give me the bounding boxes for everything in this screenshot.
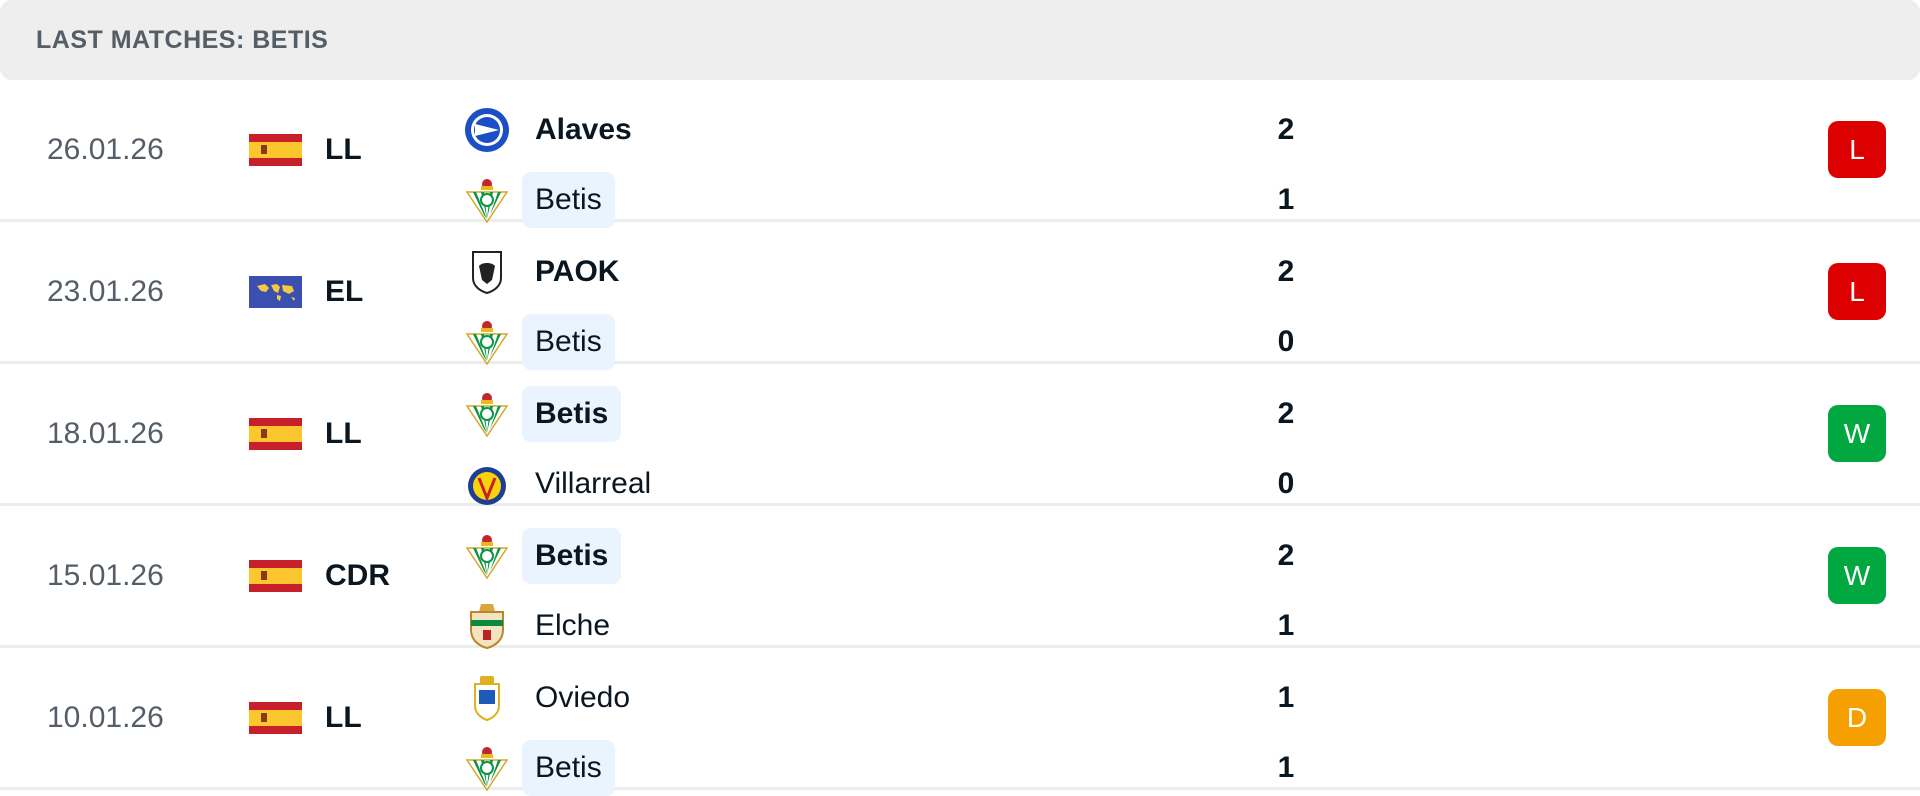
teams: PAOK 2 Betis 0: [463, 222, 1363, 370]
betis-crest-icon: [463, 318, 511, 366]
team-away[interactable]: Villarreal 0: [463, 456, 1363, 512]
match-date: 23.01.26: [47, 274, 164, 308]
league-code[interactable]: CDR: [325, 558, 390, 592]
match-date: 18.01.26: [47, 416, 164, 450]
league-code[interactable]: LL: [325, 132, 362, 166]
team-home[interactable]: Betis 2: [463, 528, 1363, 584]
result-badge: L: [1828, 121, 1886, 178]
team-away[interactable]: Betis 1: [463, 172, 1363, 228]
spain-flag-icon: [249, 701, 302, 734]
match-row[interactable]: 10.01.26 LL Oviedo 1 Betis 1 D: [0, 648, 1920, 796]
team-name: Betis: [522, 314, 615, 370]
team-score: 1: [1277, 183, 1295, 216]
match-row[interactable]: 15.01.26 CDR Betis 2 Elche 1 W: [0, 506, 1920, 650]
team-score: 1: [1277, 751, 1295, 784]
team-away[interactable]: Betis 0: [463, 314, 1363, 370]
teams: Oviedo 1 Betis 1: [463, 648, 1363, 796]
section-title: LAST MATCHES: BETIS: [36, 25, 329, 54]
team-score: 0: [1277, 467, 1295, 500]
teams: Betis 2 Elche 1: [463, 506, 1363, 650]
team-home[interactable]: PAOK 2: [463, 244, 1363, 300]
team-score: 1: [1277, 609, 1295, 642]
team-away[interactable]: Elche 1: [463, 598, 1363, 654]
betis-crest-icon: [463, 390, 511, 438]
result-badge: W: [1828, 405, 1886, 462]
team-name: Villarreal: [535, 467, 652, 500]
betis-crest-icon: [463, 532, 511, 580]
team-name: Betis: [522, 386, 622, 442]
match-row[interactable]: 23.01.26 EL PAOK 2 Betis 0 L: [0, 222, 1920, 370]
team-away[interactable]: Betis 1: [463, 740, 1363, 796]
team-score: 2: [1277, 255, 1295, 288]
last-matches-header: LAST MATCHES: BETIS: [0, 0, 1920, 80]
team-score: 2: [1277, 397, 1295, 430]
betis-crest-icon: [463, 744, 511, 792]
elche-crest-icon: [463, 602, 511, 650]
match-date: 26.01.26: [47, 132, 164, 166]
team-name: Betis: [522, 528, 622, 584]
spain-flag-icon: [249, 133, 302, 166]
match-row[interactable]: 18.01.26 LL Betis 2 Villarreal 0 W: [0, 364, 1920, 506]
spain-flag-icon: [249, 559, 302, 592]
match-date: 10.01.26: [47, 700, 164, 734]
team-name: PAOK: [535, 255, 620, 288]
match-list: 26.01.26 LL Alaves 2 Betis 1 L 23.01.26 E…: [0, 80, 1920, 796]
result-badge: D: [1828, 689, 1886, 746]
teams: Betis 2 Villarreal 0: [463, 364, 1363, 505]
oviedo-crest-icon: [463, 674, 511, 722]
team-name: Elche: [535, 609, 611, 642]
team-name: Betis: [522, 740, 615, 796]
paok-crest-icon: [463, 248, 511, 296]
match-date: 15.01.26: [47, 558, 164, 592]
world-flag-icon: [249, 275, 302, 308]
team-score: 2: [1277, 539, 1295, 572]
league-code[interactable]: LL: [325, 416, 362, 450]
alaves-crest-icon: [463, 106, 511, 154]
result-badge: W: [1828, 547, 1886, 604]
team-score: 1: [1277, 681, 1295, 714]
league-code[interactable]: EL: [325, 274, 364, 308]
team-home[interactable]: Alaves 2: [463, 102, 1363, 158]
league-code[interactable]: LL: [325, 700, 362, 734]
team-home[interactable]: Oviedo 1: [463, 670, 1363, 726]
team-score: 2: [1277, 113, 1295, 146]
teams: Alaves 2 Betis 1: [463, 80, 1363, 228]
result-badge: L: [1828, 263, 1886, 320]
team-name: Betis: [522, 172, 615, 228]
match-row[interactable]: 26.01.26 LL Alaves 2 Betis 1 L: [0, 80, 1920, 228]
spain-flag-icon: [249, 417, 302, 450]
villarreal-crest-icon: [463, 460, 511, 508]
team-score: 0: [1277, 325, 1295, 358]
team-home[interactable]: Betis 2: [463, 386, 1363, 442]
betis-crest-icon: [463, 176, 511, 224]
team-name: Alaves: [535, 113, 632, 146]
team-name: Oviedo: [535, 681, 631, 714]
